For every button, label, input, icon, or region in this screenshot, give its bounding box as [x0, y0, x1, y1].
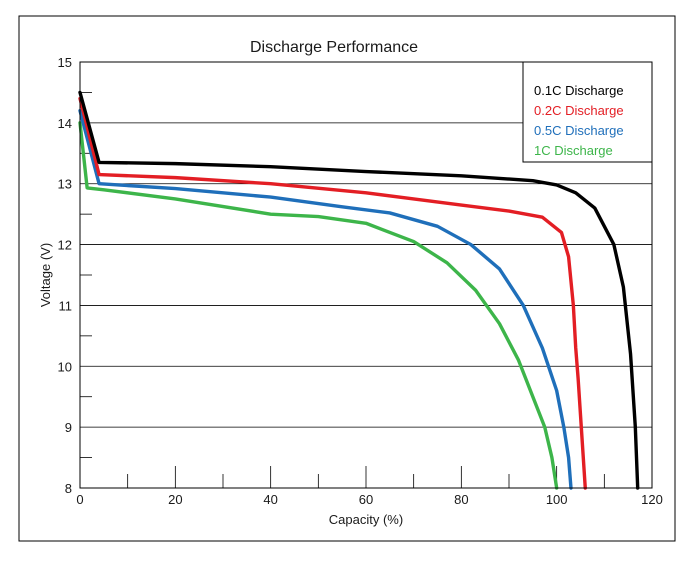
chart-title: Discharge Performance — [250, 39, 418, 56]
y-tick-label: 9 — [65, 420, 72, 435]
series-line — [78, 121, 559, 490]
legend-box — [522, 61, 653, 163]
y-tick-label: 13 — [58, 177, 72, 192]
legend-items: 0.1C Discharge 0.2C Discharge 0.5C Dischar… — [534, 83, 624, 158]
x-tick-label: 100 — [546, 492, 568, 507]
y-tick-label: 8 — [65, 481, 72, 496]
x-tick-label: 80 — [454, 492, 468, 507]
legend-entry: 1C Discharge — [534, 143, 613, 158]
x-tick-label: 60 — [359, 492, 373, 507]
y-tick-label: 12 — [58, 238, 72, 253]
y-tick-label: 14 — [58, 116, 72, 131]
series-line — [78, 90, 640, 490]
label-layer: 8 9 10 11 12 13 14 15 0 20 40 60 80 100 120 — [58, 55, 663, 507]
series-line — [78, 96, 587, 490]
y-tick-label: 11 — [59, 298, 73, 313]
y-tick-label: 10 — [58, 359, 72, 374]
plot-frame — [79, 61, 653, 489]
x-tick-label: 120 — [641, 492, 663, 507]
y-tick-label: 15 — [58, 55, 72, 70]
y-axis-label: Voltage (V) — [38, 243, 53, 307]
legend-entry: 0.2C Discharge — [534, 103, 624, 118]
x-tick-label: 20 — [168, 492, 182, 507]
legend-entry: 0.5C Discharge — [534, 123, 624, 138]
x-tick-label: 40 — [263, 492, 277, 507]
legend-entry: 0.1C Discharge — [534, 83, 624, 98]
series-layer — [78, 90, 640, 490]
x-axis-label: Capacity (%) — [329, 512, 403, 527]
legend: 0.1C Discharge 0.2C Discharge 0.5C Dischar… — [522, 61, 653, 163]
tick-layer — [80, 92, 605, 488]
series-line — [78, 108, 573, 490]
x-tick-label: 0 — [76, 492, 83, 507]
